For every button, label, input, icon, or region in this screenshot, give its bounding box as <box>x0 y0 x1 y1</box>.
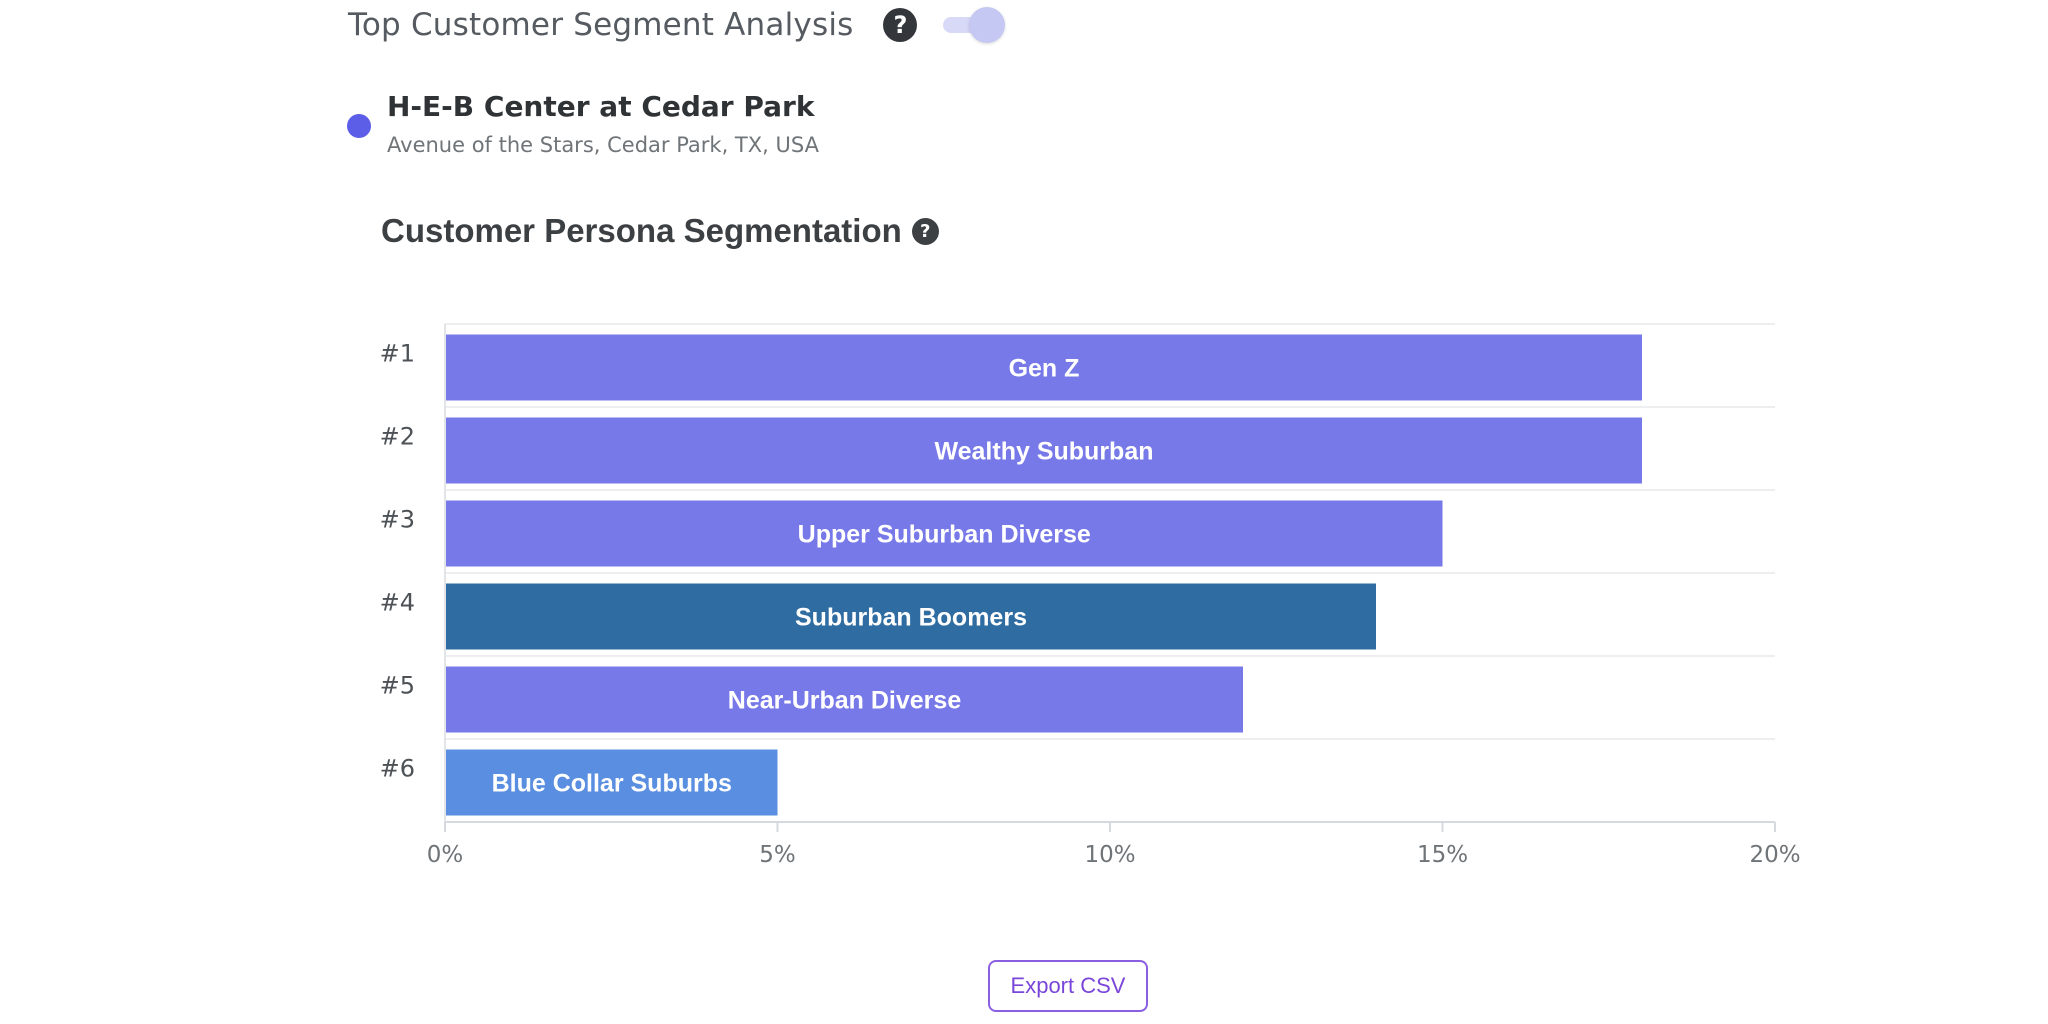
x-tick-label: 0% <box>427 842 464 868</box>
category-label: #3 <box>380 506 415 534</box>
bar-label: Gen Z <box>1009 355 1080 383</box>
x-tick-label: 5% <box>759 842 796 868</box>
category-label: #4 <box>380 589 415 617</box>
toggle-knob <box>969 7 1006 43</box>
x-tick-label: 10% <box>1084 842 1135 868</box>
location-address: Avenue of the Stars, Cedar Park, TX, USA <box>387 133 819 157</box>
bar <box>446 500 1443 567</box>
location-name: H-E-B Center at Cedar Park <box>387 90 815 123</box>
category-label: #5 <box>380 672 415 700</box>
question-circle-icon[interactable]: ? <box>883 8 918 42</box>
bar <box>446 417 1642 484</box>
bar-label: Near-Urban Diverse <box>728 687 962 715</box>
page-title: Top Customer Segment Analysis <box>348 7 854 43</box>
bar-label: Wealthy Suburban <box>934 438 1153 466</box>
bar <box>446 334 1642 401</box>
bar <box>446 583 1376 650</box>
x-tick-label: 20% <box>1749 842 1800 868</box>
chart-help-icon[interactable]: ? <box>911 217 939 245</box>
bar <box>446 749 778 816</box>
category-label: #2 <box>380 423 415 451</box>
bar-label: Blue Collar Suburbs <box>492 770 732 798</box>
x-tick-label: 15% <box>1417 842 1468 868</box>
bar-label: Upper Suburban Diverse <box>798 521 1091 549</box>
persona-bar-chart: 0% 5% 10% 15% 20% #1 Gen Z #2 Wealthy Suburban #3… <box>380 323 1801 868</box>
category-label: #6 <box>380 755 415 783</box>
header: Top Customer Segment Analysis ? <box>348 0 1006 50</box>
export-csv-button[interactable]: Export CSV <box>988 960 1148 1012</box>
category-label: #1 <box>380 340 415 368</box>
bar <box>446 666 1243 733</box>
location-dot-icon <box>347 114 371 138</box>
segment-analysis-toggle[interactable] <box>943 7 1006 43</box>
chart-header: Customer Persona Segmentation ? <box>381 212 939 250</box>
chart-title: Customer Persona Segmentation <box>381 212 902 249</box>
bar-label: Suburban Boomers <box>795 604 1027 632</box>
